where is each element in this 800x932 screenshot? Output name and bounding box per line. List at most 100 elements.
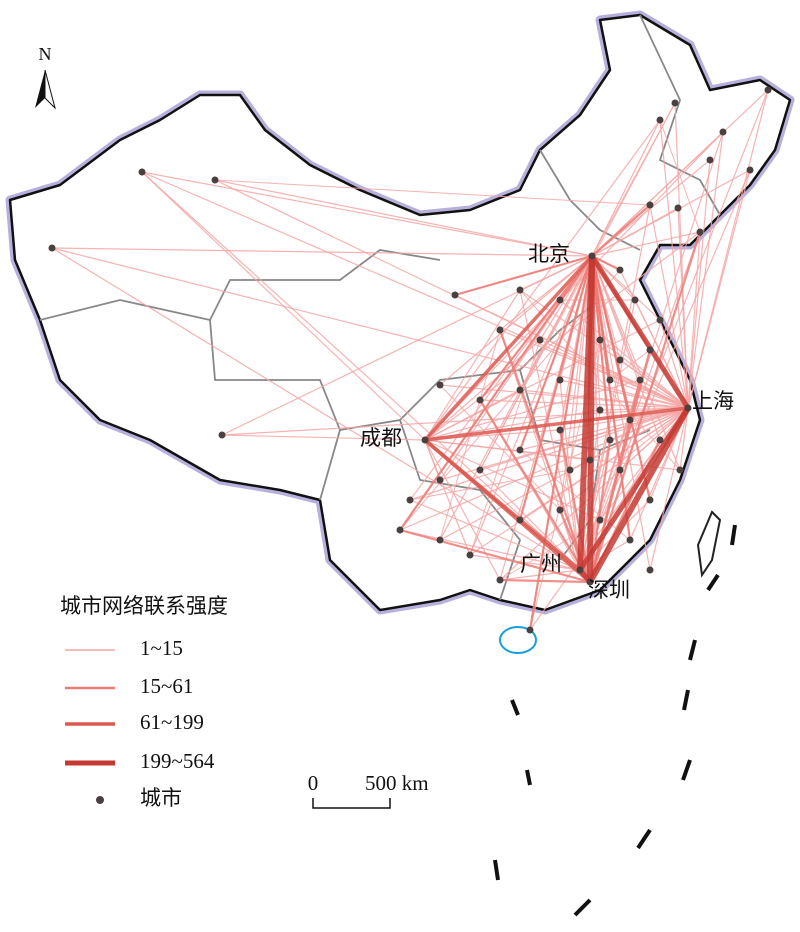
arrow <box>35 70 45 108</box>
dash <box>730 524 737 546</box>
basemap <box>5 10 795 917</box>
legend-dot <box>96 796 104 804</box>
network-link <box>439 255 593 541</box>
network-link <box>591 255 681 471</box>
city-dot <box>656 436 664 444</box>
city-dot <box>516 386 524 394</box>
legend-label: 199~564 <box>140 749 215 773</box>
network-link <box>591 255 661 321</box>
network-link <box>424 389 521 441</box>
dash <box>493 859 500 881</box>
city-label: 成都 <box>360 426 402 450</box>
city-dot <box>556 506 564 514</box>
nine-dash-line <box>493 524 737 917</box>
network-link <box>591 255 651 571</box>
city-dot <box>616 266 624 274</box>
network-link <box>579 439 611 571</box>
dash <box>573 898 592 917</box>
network-link <box>409 499 581 571</box>
network-link <box>639 379 689 409</box>
network-link <box>589 254 691 410</box>
city-dot <box>684 404 692 412</box>
city-dot <box>671 99 679 107</box>
hainan <box>499 626 537 654</box>
network-link <box>591 231 701 257</box>
city-label: 广州 <box>520 552 562 576</box>
city-dot <box>596 406 604 414</box>
network-link <box>409 469 571 501</box>
network-link <box>221 434 426 441</box>
city-dot <box>566 466 574 474</box>
network-link <box>588 439 612 583</box>
city-dot <box>476 466 484 474</box>
taiwan <box>696 510 722 578</box>
city-dot <box>536 336 544 344</box>
city-dot <box>646 496 654 504</box>
legend-label: 城市 <box>140 786 182 810</box>
network-link <box>399 528 591 584</box>
city-dot <box>646 346 654 354</box>
city-dot <box>596 516 604 524</box>
city-dot <box>516 516 524 524</box>
city-dot <box>616 356 624 364</box>
city-dot <box>764 86 772 94</box>
city-dot <box>596 336 604 344</box>
city-label: 北京 <box>528 242 570 266</box>
network-link <box>519 407 689 451</box>
city-dot <box>556 296 564 304</box>
city-dot <box>646 566 654 574</box>
network-link <box>214 179 651 206</box>
city-dot <box>674 204 682 212</box>
network-link <box>619 359 689 409</box>
network-link <box>518 255 594 451</box>
network <box>51 89 769 631</box>
network-link <box>518 255 594 521</box>
city-dot <box>746 166 754 174</box>
network-link <box>587 406 691 584</box>
cities <box>48 86 772 634</box>
city-dot <box>696 228 704 236</box>
network-link <box>409 407 689 501</box>
scale-label: 500 km <box>365 771 429 795</box>
network-link <box>609 349 651 381</box>
city-dot <box>526 626 534 634</box>
scale-bar: 0 500 km <box>308 771 429 809</box>
city-dot <box>676 466 684 474</box>
scale-label: 0 <box>308 771 319 795</box>
network-link <box>141 171 593 257</box>
network-link <box>424 439 591 461</box>
city-dot <box>436 381 444 389</box>
city-dot <box>556 426 564 434</box>
city-dot <box>616 466 624 474</box>
city-dot <box>586 578 594 586</box>
network-link <box>677 207 689 409</box>
network-link <box>687 169 751 409</box>
north-arrow: N <box>35 44 56 110</box>
dash <box>706 573 720 592</box>
city-dot <box>656 316 664 324</box>
network-link <box>590 255 652 501</box>
legend-label: 1~15 <box>140 636 183 660</box>
city-dot <box>576 566 584 574</box>
city-dot <box>556 376 564 384</box>
network-link <box>609 407 689 441</box>
city-dot <box>606 376 614 384</box>
network-link <box>51 247 593 257</box>
city-dot <box>421 436 429 444</box>
network-link <box>591 119 661 257</box>
city-dot <box>646 201 654 209</box>
city-dot <box>626 416 634 424</box>
network-link <box>528 255 594 631</box>
north-label: N <box>39 44 52 64</box>
city-dot <box>451 291 459 299</box>
city-dot <box>606 436 614 444</box>
network-link <box>479 469 581 571</box>
city-dot <box>476 396 484 404</box>
border <box>209 319 341 501</box>
border <box>39 249 441 322</box>
city-dot <box>636 376 644 384</box>
network-link <box>591 255 621 271</box>
network-link <box>399 529 581 571</box>
arrow <box>44 69 56 110</box>
